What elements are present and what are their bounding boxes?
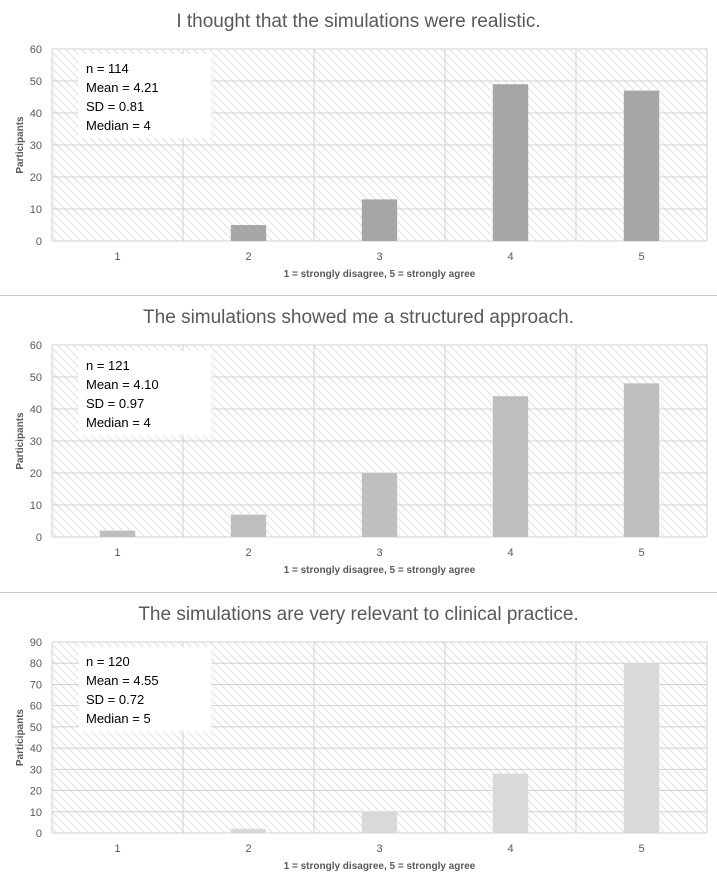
y-tick-label: 20 xyxy=(30,172,42,184)
y-axis-title: Participants xyxy=(15,412,26,470)
chart-panel-2: The simulations showed me a structured a… xyxy=(15,307,708,576)
stats-box: n = 121 Mean = 4.10 SD = 0.97 Median = 4 xyxy=(79,351,211,435)
stats-box-background xyxy=(79,54,211,138)
x-tick-label: 5 xyxy=(638,251,644,263)
stats-line: SD = 0.97 xyxy=(86,396,144,411)
stats-box-background xyxy=(79,351,211,435)
bar-3 xyxy=(361,811,398,833)
bar-4 xyxy=(492,773,529,833)
y-tick-label: 10 xyxy=(30,500,42,512)
y-tick-label: 20 xyxy=(30,468,42,480)
x-tick-label: 4 xyxy=(507,547,513,559)
x-tick-label: 3 xyxy=(376,547,382,559)
y-tick-label: 40 xyxy=(30,404,42,416)
stats-line: n = 121 xyxy=(86,358,130,373)
chart-panel-3: The simulations are very relevant to cli… xyxy=(15,604,708,872)
stats-line: Median = 5 xyxy=(86,711,151,726)
stats-line: Mean = 4.10 xyxy=(86,377,159,392)
y-axis-title: Participants xyxy=(15,116,26,174)
y-tick-label: 50 xyxy=(30,76,42,88)
y-tick-label: 0 xyxy=(36,236,42,248)
y-tick-label: 90 xyxy=(30,637,42,649)
x-tick-label: 5 xyxy=(638,843,644,855)
y-tick-label: 30 xyxy=(30,140,42,152)
chart-title: The simulations are very relevant to cli… xyxy=(138,604,578,625)
x-tick-label: 2 xyxy=(245,251,251,263)
x-tick-label: 1 xyxy=(114,251,120,263)
y-tick-label: 60 xyxy=(30,701,42,713)
y-axis-title: Participants xyxy=(15,708,26,766)
y-tick-label: 20 xyxy=(30,786,42,798)
bar-2 xyxy=(230,828,267,833)
x-tick-label: 4 xyxy=(507,251,513,263)
stats-line: SD = 0.81 xyxy=(86,99,144,114)
x-tick-label: 3 xyxy=(376,251,382,263)
bar-5 xyxy=(623,90,660,241)
stats-line: SD = 0.72 xyxy=(86,692,144,707)
bar-3 xyxy=(361,199,398,241)
stats-box: n = 114 Mean = 4.21 SD = 0.81 Median = 4 xyxy=(79,54,211,138)
stats-line: n = 114 xyxy=(86,61,129,76)
y-tick-label: 10 xyxy=(30,204,42,216)
x-tick-label: 1 xyxy=(114,843,120,855)
x-tick-label: 3 xyxy=(376,843,382,855)
bar-2 xyxy=(230,225,267,241)
chart-title: I thought that the simulations were real… xyxy=(176,11,540,32)
chart-title: The simulations showed me a structured a… xyxy=(143,307,574,328)
y-tick-label: 40 xyxy=(30,108,42,120)
bar-4 xyxy=(492,84,529,241)
x-tick-label: 4 xyxy=(507,843,513,855)
bar-2 xyxy=(230,514,267,537)
stats-box-background xyxy=(79,647,211,731)
y-tick-label: 30 xyxy=(30,764,42,776)
bar-5 xyxy=(623,663,660,833)
x-axis-title: 1 = strongly disagree, 5 = strongly agre… xyxy=(284,565,476,576)
stats-line: Mean = 4.21 xyxy=(86,80,159,95)
y-tick-label: 80 xyxy=(30,658,42,670)
y-tick-label: 10 xyxy=(30,807,42,819)
y-tick-label: 0 xyxy=(36,532,42,544)
bar-1 xyxy=(99,530,136,537)
x-axis-title: 1 = strongly disagree, 5 = strongly agre… xyxy=(284,269,476,280)
stats-line: Median = 4 xyxy=(86,415,151,430)
x-tick-label: 1 xyxy=(114,547,120,559)
chart-panel-1: I thought that the simulations were real… xyxy=(15,11,708,280)
y-tick-label: 50 xyxy=(30,372,42,384)
bar-3 xyxy=(361,473,398,537)
x-axis-title: 1 = strongly disagree, 5 = strongly agre… xyxy=(284,861,476,872)
y-tick-label: 30 xyxy=(30,436,42,448)
y-tick-label: 0 xyxy=(36,828,42,840)
stats-box: n = 120 Mean = 4.55 SD = 0.72 Median = 5 xyxy=(79,647,211,731)
x-tick-label: 2 xyxy=(245,843,251,855)
y-tick-label: 60 xyxy=(30,44,42,56)
y-tick-label: 50 xyxy=(30,722,42,734)
y-tick-label: 70 xyxy=(30,679,42,691)
stats-line: Mean = 4.55 xyxy=(86,673,159,688)
y-tick-label: 60 xyxy=(30,340,42,352)
x-tick-label: 2 xyxy=(245,547,251,559)
stats-line: n = 120 xyxy=(86,654,130,669)
bar-4 xyxy=(492,396,529,537)
y-tick-label: 40 xyxy=(30,743,42,755)
x-tick-label: 5 xyxy=(638,547,644,559)
stats-line: Median = 4 xyxy=(86,118,151,133)
bar-5 xyxy=(623,383,660,537)
